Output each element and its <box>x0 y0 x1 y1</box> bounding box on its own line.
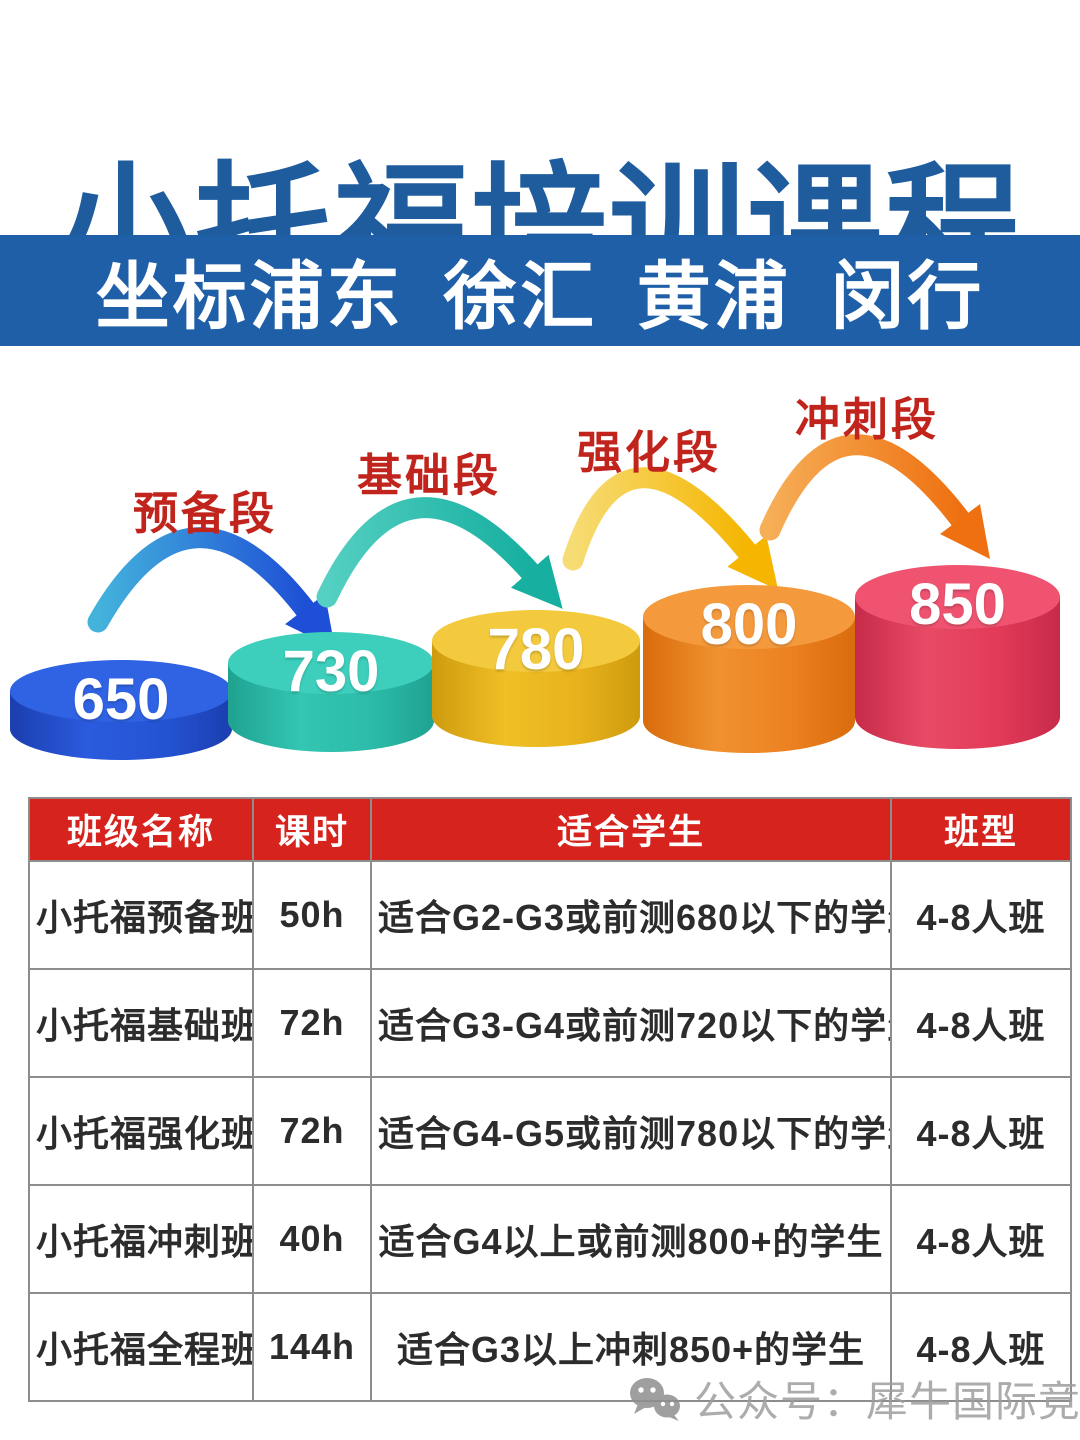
course-table: 班级名称 课时 适合学生 班型 小托福预备班 50h 适合G2-G3或前测680… <box>28 797 1072 1402</box>
column-header-hours: 课时 <box>252 797 372 862</box>
score-cylinder-730: 730 <box>228 632 434 783</box>
location-banner-text: 坐标浦东 徐汇 黄浦 闵行 <box>95 255 985 338</box>
table-cell: 适合G2-G3或前测680以下的学生 <box>370 860 892 970</box>
cylinder-top <box>432 610 640 672</box>
watermark: 公众号：犀牛国际竞赛课程 <box>628 1368 1080 1429</box>
stage-label-foundation: 基础段 <box>357 450 502 501</box>
table-row: 小托福强化班 72h 适合G4-G5或前测780以下的学生 4-8人班 <box>28 1076 1072 1186</box>
score-cylinder-800: 800 <box>643 585 855 785</box>
score-value: 850 <box>909 572 1006 637</box>
table-cell: 144h <box>252 1292 372 1402</box>
table-row: 小托福预备班 50h 适合G2-G3或前测680以下的学生 4-8人班 <box>28 860 1072 970</box>
table-header-row: 班级名称 课时 适合学生 班型 <box>28 797 1072 862</box>
table-cell: 小托福全程班 <box>28 1292 254 1402</box>
table-row: 小托福全程班 144h 适合G3以上冲刺850+的学生 4-8人班 <box>28 1292 1072 1402</box>
column-header-class-type: 班型 <box>890 797 1072 862</box>
table-cell: 小托福基础班 <box>28 968 254 1078</box>
cylinder-top <box>855 565 1060 629</box>
table-cell: 4-8人班 <box>890 1076 1072 1186</box>
table-cell: 50h <box>252 860 372 970</box>
table-cell: 40h <box>252 1184 372 1294</box>
wechat-icon <box>630 1377 680 1421</box>
table-cell: 4-8人班 <box>890 1184 1072 1294</box>
table-cell: 适合G4-G5或前测780以下的学生 <box>370 1076 892 1186</box>
stage-label-sprint: 冲刺段 <box>795 394 940 445</box>
table-cell: 4-8人班 <box>890 860 1072 970</box>
table-cell: 4-8人班 <box>890 1292 1072 1402</box>
table-cell: 小托福强化班 <box>28 1076 254 1186</box>
watermark-text: 公众号：犀牛国际竞赛课程 <box>694 1378 1080 1425</box>
score-value: 650 <box>72 667 170 732</box>
score-value: 730 <box>282 639 380 704</box>
score-cylinder-780: 780 <box>432 610 640 778</box>
table-cell: 72h <box>252 1076 372 1186</box>
score-value: 800 <box>700 592 798 657</box>
table-cell: 适合G3-G4或前测720以下的学生 <box>370 968 892 1078</box>
table-row: 小托福冲刺班 40h 适合G4以上或前测800+的学生 4-8人班 <box>28 1184 1072 1294</box>
table-cell: 小托福冲刺班 <box>28 1184 254 1294</box>
table-cell: 72h <box>252 968 372 1078</box>
table-cell: 小托福预备班 <box>28 860 254 970</box>
score-cylinder-850: 850 <box>855 565 1060 781</box>
stage-label-intensive: 强化段 <box>577 427 722 478</box>
location-banner: 坐标浦东 徐汇 黄浦 闵行 <box>0 235 1080 346</box>
stage-label-prep: 预备段 <box>133 488 278 539</box>
table-cell: 适合G3以上冲刺850+的学生 <box>370 1292 892 1402</box>
table-row: 小托福基础班 72h 适合G3-G4或前测720以下的学生 4-8人班 <box>28 968 1072 1078</box>
score-value: 780 <box>487 617 585 682</box>
cylinder-top <box>10 660 232 722</box>
table-cell: 4-8人班 <box>890 968 1072 1078</box>
cylinder-top <box>643 585 855 649</box>
column-header-class-name: 班级名称 <box>28 797 254 862</box>
table-cell: 适合G4以上或前测800+的学生 <box>370 1184 892 1294</box>
column-header-suitable-students: 适合学生 <box>370 797 892 862</box>
score-cylinder-650: 650 <box>10 660 232 791</box>
